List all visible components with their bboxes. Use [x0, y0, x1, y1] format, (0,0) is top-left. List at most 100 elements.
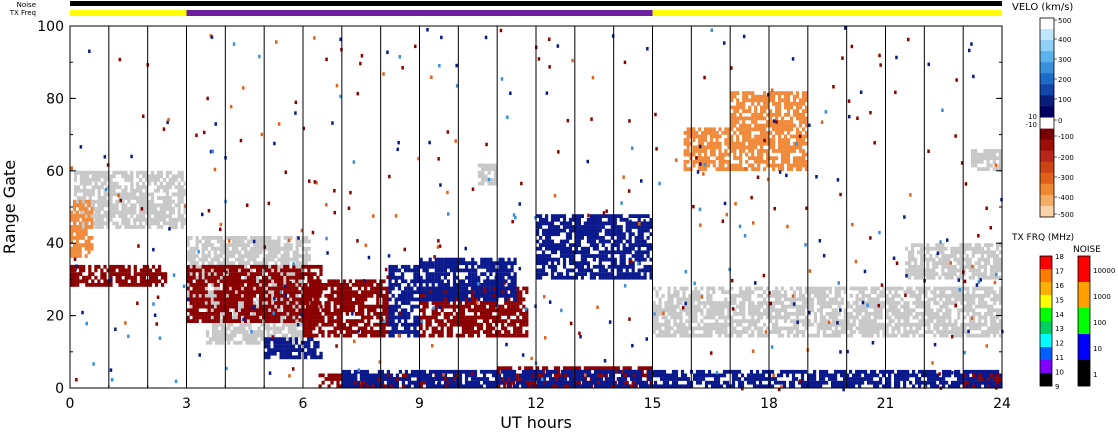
data-cell	[136, 196, 140, 200]
data-cell	[404, 373, 408, 378]
data-cell	[772, 301, 776, 305]
data-cell	[247, 261, 251, 266]
data-cell	[109, 181, 113, 186]
data-cell	[303, 308, 307, 313]
data-cell	[703, 315, 707, 320]
data-cell	[953, 268, 957, 273]
data-cell	[239, 326, 243, 331]
data-cell	[404, 264, 408, 269]
data-cell	[745, 330, 749, 334]
data-cell	[434, 312, 438, 316]
data-cell	[706, 301, 710, 305]
data-cell	[142, 185, 146, 190]
data-cell	[977, 268, 981, 273]
data-cell	[106, 283, 110, 287]
data-cell	[142, 283, 146, 287]
data-cell	[319, 304, 323, 309]
data-cell	[259, 297, 263, 302]
data-cell	[956, 261, 960, 266]
data-cell	[300, 337, 304, 342]
data-cell	[204, 264, 208, 269]
data-cell	[754, 312, 758, 316]
data-cell	[216, 293, 220, 298]
data-cell	[981, 286, 985, 291]
data-cell	[954, 322, 958, 327]
data-cell	[993, 301, 997, 305]
data-cell	[151, 279, 156, 284]
data-cell	[879, 301, 883, 305]
data-cell	[212, 330, 216, 334]
data-cell	[361, 330, 365, 334]
data-cell	[425, 283, 429, 287]
data-cell	[283, 304, 287, 309]
data-cell	[706, 286, 710, 291]
data-cell	[452, 257, 457, 262]
data-cell	[431, 297, 435, 302]
data-cell	[957, 293, 961, 298]
data-cell	[443, 264, 447, 269]
data-cell	[431, 279, 435, 284]
data-cell	[192, 308, 196, 313]
data-cell	[933, 322, 937, 327]
data-cell	[885, 326, 889, 331]
data-cell	[124, 207, 128, 211]
data-cell	[795, 330, 800, 334]
data-cell	[428, 315, 432, 320]
data-cell	[697, 290, 701, 295]
data-cell	[775, 326, 779, 331]
data-cell	[951, 290, 955, 295]
data-cell	[397, 315, 402, 320]
data-cell	[280, 275, 284, 280]
data-cell	[183, 181, 187, 186]
data-cell	[219, 250, 223, 255]
data-cell	[400, 279, 405, 284]
data-cell	[354, 319, 359, 323]
data-cell	[382, 279, 386, 284]
data-cell	[315, 304, 319, 309]
data-cell	[742, 301, 746, 305]
data-cell	[437, 290, 441, 295]
data-cell	[995, 268, 1000, 273]
data-cell	[73, 279, 77, 284]
data-cell	[996, 322, 1000, 327]
data-cell	[256, 275, 260, 280]
data-cell	[151, 264, 156, 269]
data-cell	[970, 163, 975, 168]
data-cell	[246, 293, 251, 298]
data-cell	[139, 203, 143, 208]
data-cell	[694, 312, 698, 316]
data-cell	[192, 257, 196, 262]
data-cell	[145, 188, 149, 193]
data-cell	[253, 243, 257, 247]
data-cell	[79, 178, 83, 182]
data-cell	[984, 315, 988, 320]
data-cell	[192, 250, 196, 255]
data-cell	[162, 207, 166, 211]
data-cell	[339, 283, 343, 287]
data-cell	[673, 333, 677, 338]
data-cell	[945, 315, 949, 320]
data-cell	[136, 181, 140, 186]
data-cell	[721, 315, 725, 320]
data-cell	[228, 312, 232, 316]
data-cell	[222, 261, 227, 266]
data-cell	[449, 257, 453, 262]
data-cell	[228, 250, 233, 255]
data-cell	[286, 283, 290, 287]
data-cell	[709, 304, 713, 309]
data-cell	[82, 178, 86, 182]
data-cell	[130, 283, 134, 287]
data-cell	[637, 366, 641, 371]
data-cell	[792, 290, 797, 295]
data-cell	[136, 272, 140, 276]
data-cell	[921, 319, 925, 323]
data-cell	[434, 301, 438, 305]
data-cell	[339, 373, 343, 378]
data-cell	[277, 246, 281, 251]
data-cell	[924, 290, 928, 295]
data-cell	[345, 308, 349, 313]
data-cell	[667, 293, 671, 298]
data-cell	[473, 304, 478, 309]
data-cell	[265, 239, 269, 244]
data-cell	[458, 319, 462, 323]
